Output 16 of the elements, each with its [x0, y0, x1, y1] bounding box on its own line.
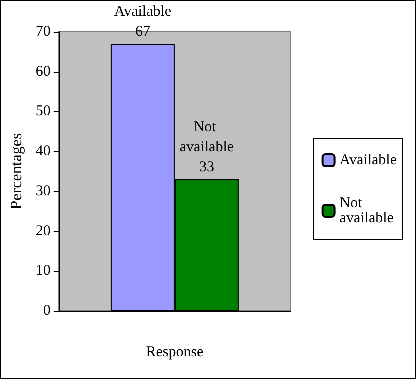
- text: Not available: [180, 119, 234, 156]
- text: Available: [114, 4, 172, 20]
- y-tick-label: 10: [36, 263, 51, 280]
- legend-label: Not available: [340, 196, 394, 226]
- data-label: 33: [199, 159, 214, 176]
- y-tick-label: 0: [43, 303, 51, 319]
- data-label: 67: [135, 24, 151, 40]
- y-tick-label: 70: [36, 24, 51, 40]
- y-tick-label: 30: [36, 183, 51, 200]
- x-axis-title: Response: [146, 344, 204, 360]
- y-tick-label: 40: [36, 144, 51, 160]
- legend-label: Available: [340, 152, 398, 168]
- y-axis-title: Percentages: [8, 133, 26, 210]
- y-tick-label: 50: [36, 104, 51, 120]
- y-tick-label: 60: [36, 64, 51, 80]
- y-tick-label: 20: [36, 223, 51, 240]
